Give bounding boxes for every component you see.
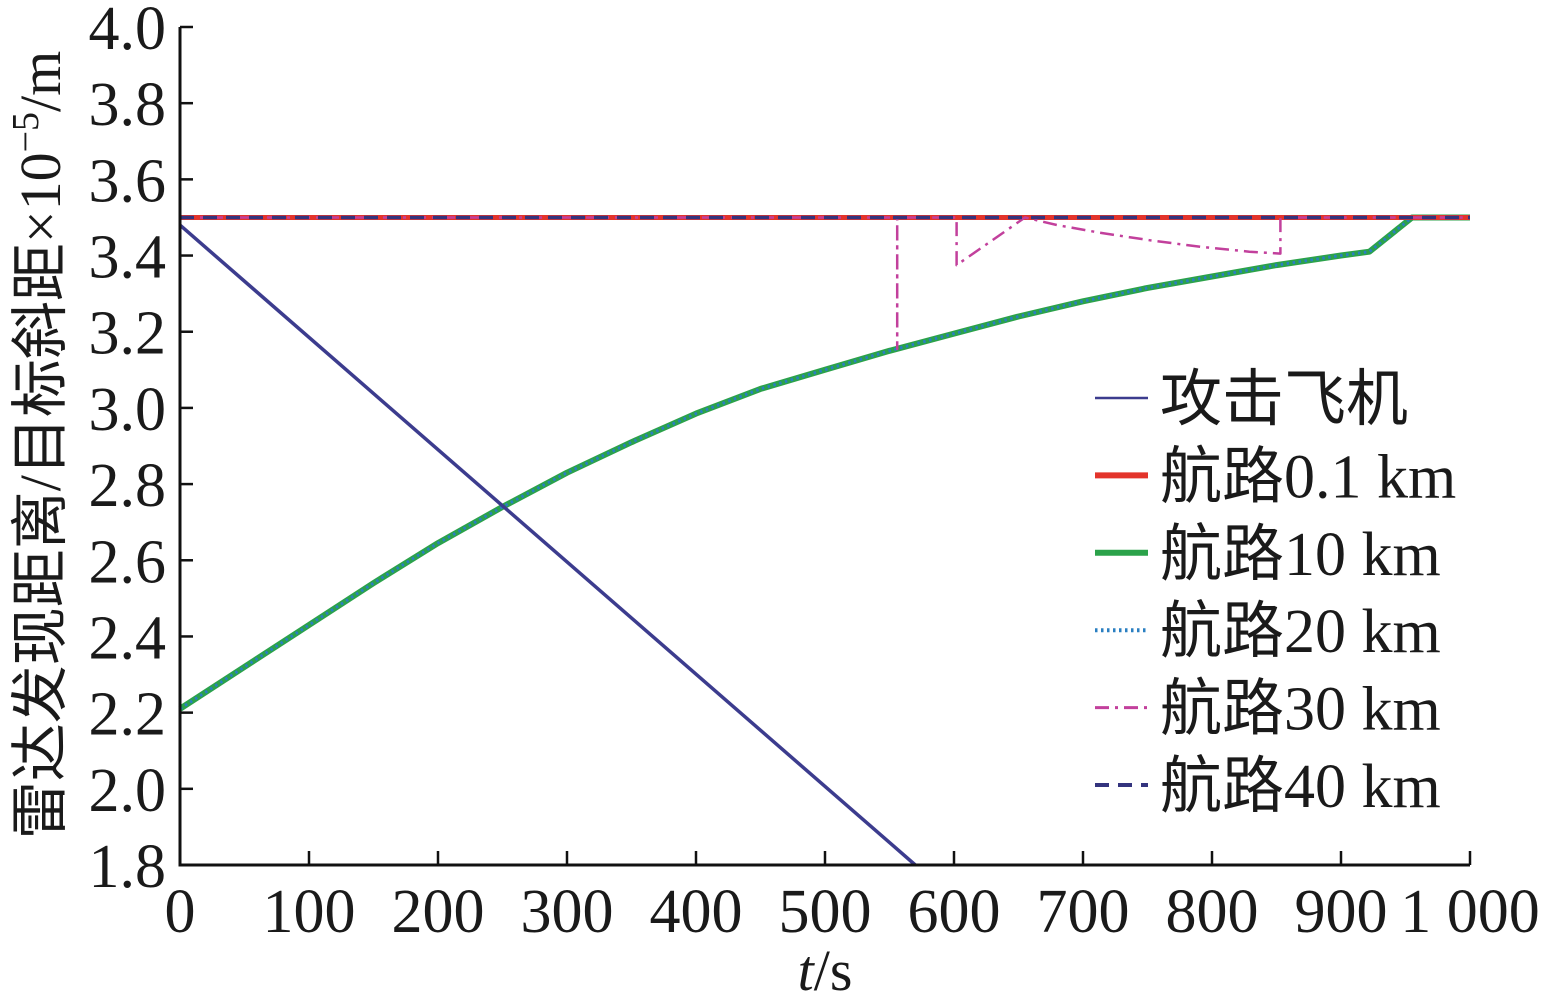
series-line-route-10-km — [178, 214, 1470, 712]
y-axis-unit: /m — [8, 51, 73, 112]
legend-label: 航路30 km — [1160, 676, 1441, 744]
x-tick-label: 200 — [392, 878, 485, 946]
legend-item-route-20-km: 航路20 km — [1095, 598, 1441, 666]
legend-item-route-40-km: 航路40 km — [1095, 753, 1441, 821]
x-axis-symbol: t — [798, 938, 816, 1002]
legend-label: 航路40 km — [1160, 753, 1441, 821]
series-line-route-30-km — [180, 216, 1470, 351]
legend-label: 航路20 km — [1160, 598, 1441, 666]
y-tick-label: 2.6 — [89, 528, 167, 596]
legend-item-route-0-1-km: 航路0.1 km — [1095, 443, 1456, 511]
y-tick-label: 4.0 — [89, 0, 167, 63]
legend-item-route-30-km: 航路30 km — [1095, 676, 1441, 744]
legend-label: 攻击飞机 — [1160, 366, 1408, 434]
x-axis-title: t/s — [798, 938, 853, 1002]
x-tick-label: 400 — [650, 878, 743, 946]
y-tick-label: 3.4 — [89, 224, 167, 292]
x-tick-label: 1 000 — [1400, 878, 1540, 946]
x-tick-label: 900 — [1295, 878, 1388, 946]
tick-marks — [178, 25, 1472, 867]
x-tick-label: 100 — [263, 878, 356, 946]
y-axis-label: 雷达发现距离/目标斜距×10 — [8, 152, 73, 839]
x-tick-label: 300 — [521, 878, 614, 946]
legend-label: 航路10 km — [1160, 521, 1441, 589]
y-tick-label: 2.8 — [89, 452, 167, 520]
y-tick-label: 3.0 — [89, 376, 167, 444]
series-line-attack-aircraft — [178, 223, 917, 867]
x-tick-label: 700 — [1037, 878, 1130, 946]
x-tick-label: 600 — [908, 878, 1001, 946]
x-axis-unit: /s — [814, 938, 853, 1002]
y-tick-label: 1.8 — [89, 833, 167, 901]
x-tick-label: 800 — [1166, 878, 1259, 946]
legend-label: 航路0.1 km — [1160, 443, 1456, 511]
y-axis-exponent: −5 — [5, 112, 47, 152]
y-tick-label: 2.2 — [89, 681, 167, 749]
y-tick-label: 2.0 — [89, 757, 167, 825]
plot-area — [178, 214, 1470, 867]
y-tick-label: 2.4 — [89, 604, 167, 672]
y-tick-label: 3.8 — [89, 71, 167, 139]
legend-item-attack-aircraft: 攻击飞机 — [1095, 366, 1408, 434]
y-tick-label: 3.6 — [89, 147, 167, 215]
y-tick-label: 3.2 — [89, 300, 167, 368]
legend-item-route-10-km: 航路10 km — [1095, 521, 1441, 589]
x-tick-label: 500 — [779, 878, 872, 946]
x-tick-label: 0 — [165, 878, 196, 946]
tick-labels: 0 100 200 300 400 500 600 700 800 900 1 000 1.8 2.0 2… — [89, 0, 1540, 946]
y-axis-title: 雷达发现距离/目标斜距×10−5/m — [5, 51, 73, 840]
